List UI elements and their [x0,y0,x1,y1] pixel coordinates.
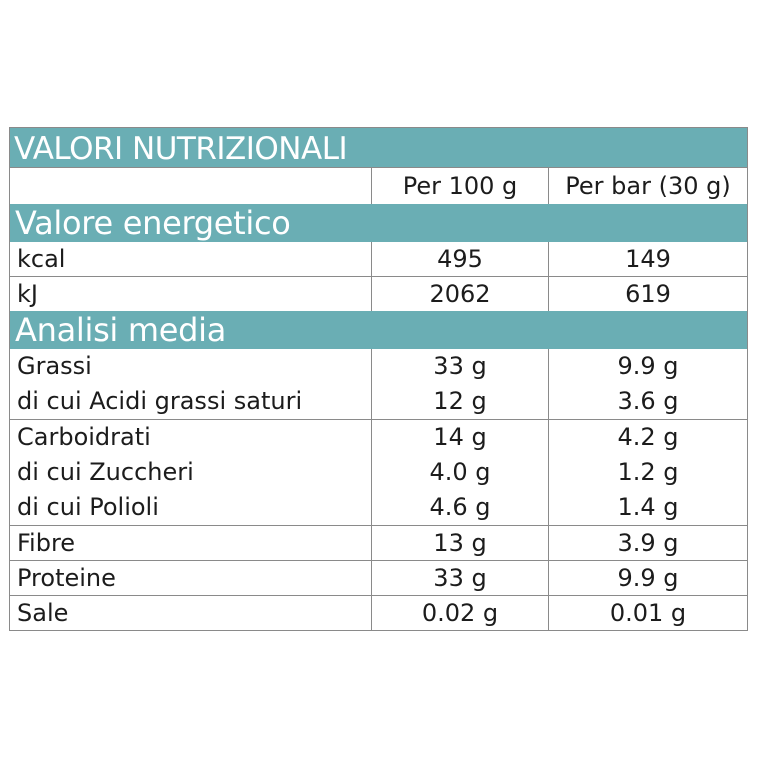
row-per-100g: 4.0 g [372,455,549,490]
table-row: kJ 2062 619 [10,276,747,311]
row-label: di cui Zuccheri [10,455,372,490]
row-label: kJ [10,277,372,311]
table-title: VALORI NUTRIZIONALI [10,128,747,167]
row-per-100g: 14 g [372,420,549,455]
row-per-100g: 12 g [372,384,549,419]
row-per-bar: 1.4 g [617,493,679,521]
table-row: di cui Zuccheri 4.0 g 1.2 g [10,455,747,490]
row-per-bar: 3.6 g [617,387,679,415]
row-per-100g: 495 [372,242,549,276]
row-label: Carboidrati [10,420,372,455]
row-per-100g: 33 g [372,349,549,384]
column-header-row: Per 100 g Per bar (30 g) [10,167,747,204]
table-row: di cui Polioli 4.6 g 1.4 g [10,490,747,525]
row-label: Grassi [10,349,372,384]
section-energy: Valore energetico [10,204,747,242]
row-label: Fibre [10,526,372,560]
row-label: Proteine [10,561,372,595]
row-per-bar: 1.2 g [617,458,679,486]
row-per-bar: 3.9 g [617,529,679,557]
table-row: di cui Acidi grassi saturi 12 g 3.6 g [10,384,747,419]
row-per-bar: 0.01 g [609,599,687,627]
row-per-100g: 2062 [372,277,549,311]
row-label: di cui Polioli [10,490,372,525]
row-label: kcal [10,242,372,276]
header-per-100g: Per 100 g [372,168,549,204]
row-per-bar: 619 [625,280,671,308]
row-per-100g: 4.6 g [372,490,549,525]
row-label: di cui Acidi grassi saturi [10,384,372,419]
row-per-bar: 4.2 g [617,423,679,451]
row-per-100g: 13 g [372,526,549,560]
table-row: Fibre 13 g 3.9 g [10,525,747,560]
table-row: Grassi 33 g 9.9 g [10,349,747,384]
header-empty-cell [10,168,372,204]
row-per-bar: 9.9 g [617,564,679,592]
table-row: Proteine 33 g 9.9 g [10,560,747,595]
row-per-100g: 33 g [372,561,549,595]
nutrition-table: VALORI NUTRIZIONALI Per 100 g Per bar (3… [9,127,748,631]
row-per-bar: 9.9 g [617,352,679,380]
row-per-100g: 0.02 g [372,596,549,630]
section-analysis: Analisi media [10,311,747,349]
row-per-bar: 149 [625,245,671,273]
table-row: Sale 0.02 g 0.01 g [10,595,747,630]
row-label: Sale [10,596,372,630]
table-row: Carboidrati 14 g 4.2 g [10,419,747,455]
table-row: kcal 495 149 [10,242,747,276]
header-per-bar: Per bar (30 g) [565,172,731,200]
